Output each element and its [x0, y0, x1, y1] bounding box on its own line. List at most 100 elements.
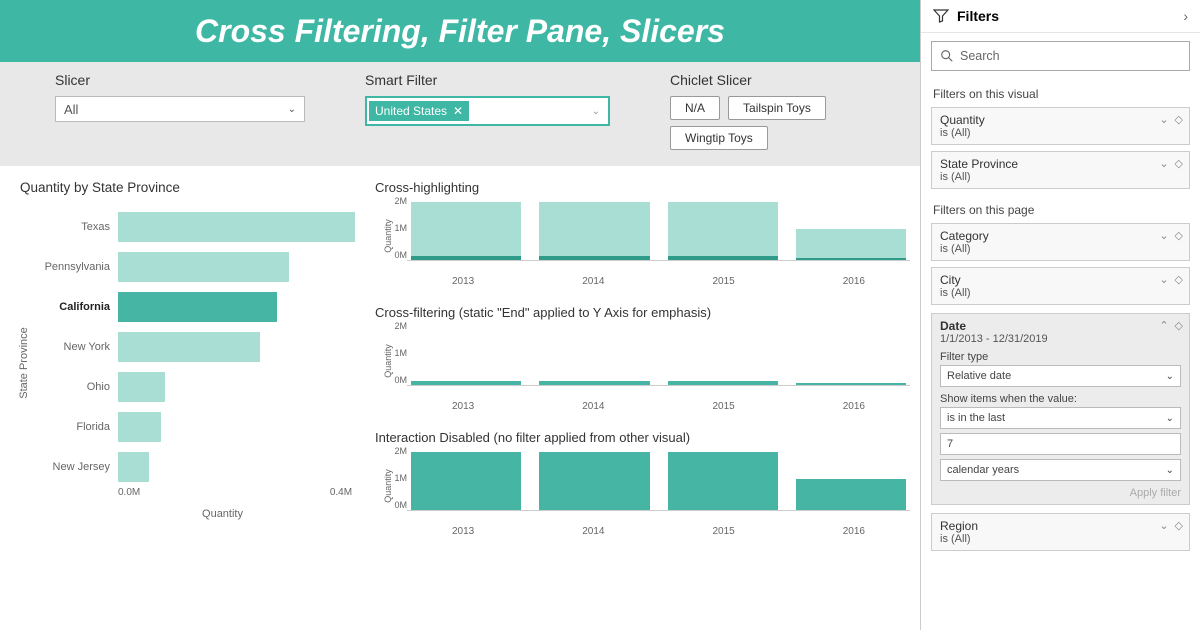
- axis-tick: 2M: [394, 196, 407, 206]
- hbar-title: Quantity by State Province: [20, 180, 355, 195]
- apply-filter-button[interactable]: Apply filter: [940, 487, 1181, 499]
- condition-select[interactable]: is in the last ⌄: [940, 407, 1181, 429]
- hbar-bar[interactable]: [118, 332, 260, 362]
- column-bar-overlay: [411, 256, 521, 260]
- column-chart[interactable]: Quantity2M1M0M: [375, 326, 910, 398]
- hbar-bar[interactable]: [118, 452, 149, 482]
- axis-tick: 2016: [798, 401, 910, 412]
- chevron-down-icon: ⌄: [1166, 413, 1174, 424]
- hbar-ylabel: State Province: [18, 327, 30, 399]
- column-bar[interactable]: [539, 381, 649, 385]
- filter-card[interactable]: Cityis (All)⌄◇: [931, 267, 1190, 305]
- filter-section-label: Filters on this visual: [921, 79, 1200, 105]
- eraser-icon[interactable]: ◇: [1175, 273, 1183, 286]
- number-input[interactable]: 7: [940, 433, 1181, 455]
- chiclet-button[interactable]: N/A: [670, 96, 720, 120]
- axis-tick: 2013: [407, 276, 519, 287]
- column-bar[interactable]: [796, 229, 906, 260]
- chevron-right-icon[interactable]: ›: [1183, 8, 1188, 24]
- slicer-dropdown[interactable]: All ⌄: [55, 96, 305, 122]
- smart-filter-input[interactable]: United States ✕ ⌄: [365, 96, 610, 126]
- filter-card[interactable]: State Provinceis (All)⌄◇: [931, 151, 1190, 189]
- axis-tick: 0M: [394, 375, 407, 385]
- hbar-bar[interactable]: [118, 212, 355, 242]
- hbar-category-label: Pennsylvania: [20, 261, 118, 273]
- eraser-icon[interactable]: ◇: [1175, 319, 1183, 332]
- axis-tick: 2013: [407, 401, 519, 412]
- chevron-down-icon[interactable]: ⌄: [1159, 519, 1168, 532]
- unit-value: calendar years: [947, 464, 1019, 476]
- chevron-down-icon[interactable]: ⌄: [1159, 157, 1168, 170]
- hbar-bar[interactable]: [118, 252, 289, 282]
- filter-type-label: Filter type: [940, 351, 1181, 363]
- page-title: Cross Filtering, Filter Pane, Slicers: [0, 0, 920, 62]
- filter-type-select[interactable]: Relative date⌄: [940, 365, 1181, 387]
- column-bar[interactable]: [796, 479, 906, 510]
- filter-search-input[interactable]: Search: [931, 41, 1190, 71]
- column-bar[interactable]: [539, 452, 649, 510]
- hbar-bar[interactable]: [118, 372, 165, 402]
- chiclet-button[interactable]: Tailspin Toys: [728, 96, 826, 120]
- filter-card-region[interactable]: Region is (All) ⌄◇: [931, 513, 1190, 551]
- hbar-category-label: Texas: [20, 221, 118, 233]
- column-bar[interactable]: [668, 202, 778, 260]
- column-bar[interactable]: [539, 202, 649, 260]
- column-bar[interactable]: [668, 381, 778, 385]
- chevron-down-icon[interactable]: ⌄: [1159, 113, 1168, 126]
- axis-tick: 2M: [394, 321, 407, 331]
- column-bar[interactable]: [411, 202, 521, 260]
- eraser-icon[interactable]: ◇: [1175, 113, 1183, 126]
- search-icon: [940, 49, 954, 63]
- filter-card-title: City: [940, 273, 1181, 287]
- chevron-down-icon[interactable]: ⌄: [1159, 229, 1168, 242]
- chevron-down-icon: ⌄: [288, 104, 296, 115]
- axis-tick: 2016: [798, 276, 910, 287]
- column-bar[interactable]: [411, 381, 521, 385]
- mini-chart-title: Interaction Disabled (no filter applied …: [375, 430, 910, 445]
- column-bar-overlay: [796, 258, 906, 260]
- close-icon[interactable]: ✕: [453, 104, 463, 118]
- search-placeholder: Search: [960, 49, 1000, 63]
- hbar-category-label: Florida: [20, 421, 118, 433]
- hbar-bar[interactable]: [118, 412, 161, 442]
- filter-card-date[interactable]: Date 1/1/2013 - 12/31/2019 ⌃◇ Filter typ…: [931, 313, 1190, 505]
- filter-card[interactable]: Categoryis (All)⌄◇: [931, 223, 1190, 261]
- filter-card-title: Region: [940, 519, 1181, 533]
- chevron-down-icon[interactable]: ⌄: [1159, 273, 1168, 286]
- show-items-label: Show items when the value:: [940, 393, 1181, 405]
- controls-bar: Slicer All ⌄ Smart Filter United States …: [0, 62, 920, 166]
- column-bar-overlay: [539, 256, 649, 260]
- chiclet-button[interactable]: Wingtip Toys: [670, 126, 768, 150]
- smart-filter-chip[interactable]: United States ✕: [369, 101, 469, 121]
- axis-tick: 1M: [394, 223, 407, 233]
- column-bar-overlay: [668, 256, 778, 260]
- hbar-category-label: Ohio: [20, 381, 118, 393]
- axis-tick: 0M: [394, 500, 407, 510]
- axis-tick: 2014: [537, 401, 649, 412]
- hbar-chart[interactable]: State Province TexasPennsylvaniaCaliforn…: [20, 207, 355, 567]
- eraser-icon[interactable]: ◇: [1175, 157, 1183, 170]
- axis-tick: 2016: [798, 526, 910, 537]
- axis-tick: 0.4M: [330, 487, 352, 498]
- axis-tick: 2014: [537, 276, 649, 287]
- filter-card[interactable]: Quantityis (All)⌄◇: [931, 107, 1190, 145]
- condition-value: is in the last: [947, 412, 1005, 424]
- unit-select[interactable]: calendar years⌄: [940, 459, 1181, 481]
- column-bar[interactable]: [411, 452, 521, 510]
- slicer-label: Slicer: [55, 72, 305, 88]
- chevron-down-icon: ⌄: [1166, 371, 1174, 382]
- hbar-bar[interactable]: [118, 292, 277, 322]
- eraser-icon[interactable]: ◇: [1175, 519, 1183, 532]
- smart-filter-chip-label: United States: [375, 104, 447, 118]
- axis-tick: 0.0M: [118, 487, 140, 498]
- axis-tick: 2015: [668, 526, 780, 537]
- chevron-up-icon[interactable]: ⌃: [1159, 319, 1168, 332]
- axis-tick: 2015: [668, 276, 780, 287]
- mini-chart-title: Cross-highlighting: [375, 180, 910, 195]
- eraser-icon[interactable]: ◇: [1175, 229, 1183, 242]
- column-bar[interactable]: [796, 383, 906, 385]
- filter-pane-title: Filters: [957, 8, 1175, 24]
- column-bar[interactable]: [668, 452, 778, 510]
- column-chart[interactable]: Quantity2M1M0M: [375, 201, 910, 273]
- column-chart[interactable]: Quantity2M1M0M: [375, 451, 910, 523]
